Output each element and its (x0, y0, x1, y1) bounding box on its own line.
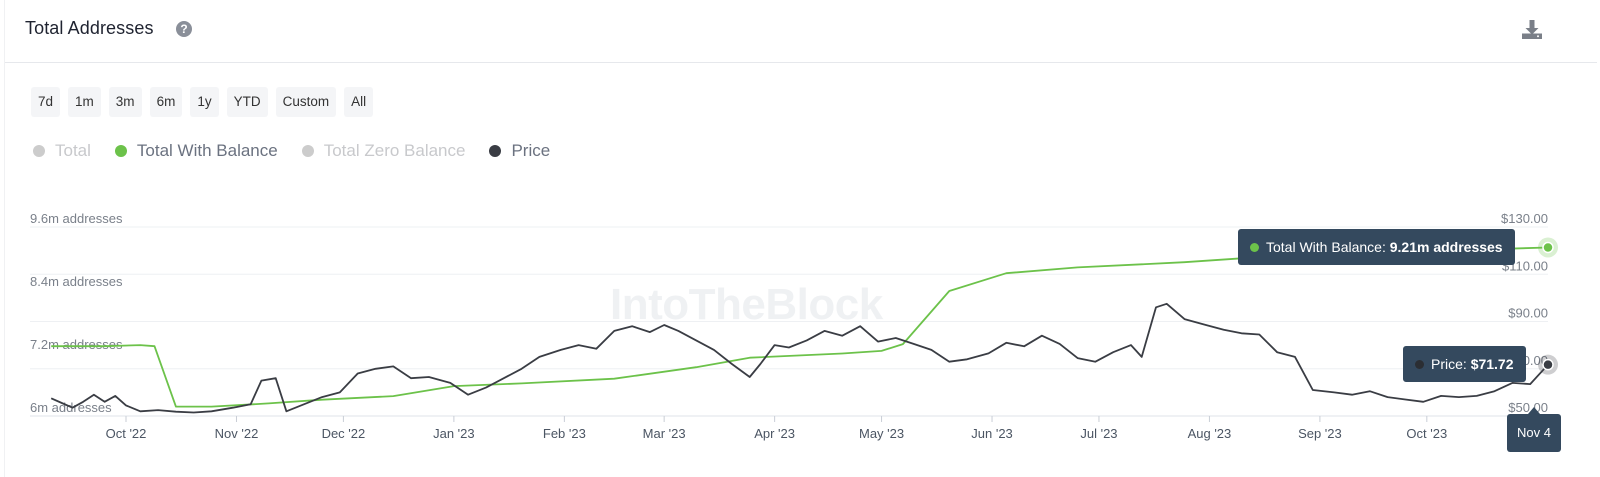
y-left-tick-label: 7.2m addresses (30, 337, 123, 352)
series-end-point (1542, 241, 1554, 254)
chart-legend: Total Total With Balance Total Zero Bala… (33, 141, 550, 161)
legend-label: Price (511, 141, 551, 160)
legend-item-total-zero-balance[interactable]: Total Zero Balance (301, 141, 466, 161)
x-tick-label: Jan '23 (433, 426, 475, 441)
legend-label: Total Zero Balance (323, 141, 466, 160)
legend-item-price[interactable]: Price (489, 141, 550, 161)
price-tooltip: Price: $71.72 (1403, 346, 1526, 382)
balance-tooltip: Total With Balance: 9.21m addresses (1238, 229, 1515, 265)
tooltip-dot (1415, 360, 1424, 369)
tooltip-dot (1250, 243, 1259, 252)
x-tick-label: Oct '23 (1406, 426, 1447, 441)
y-right-tick-label: $130.00 (1501, 211, 1548, 226)
tooltip-value: 9.21m addresses (1389, 239, 1503, 255)
legend-item-total[interactable]: Total (33, 141, 91, 161)
series-line-total-with-balance (51, 246, 1549, 408)
range-ytd-button[interactable]: YTD (226, 87, 268, 117)
series-line-price (50, 302, 1549, 414)
legend-dot (33, 145, 45, 157)
x-tick-label: Sep '23 (1298, 426, 1342, 441)
legend-dot (301, 145, 314, 157)
legend-item-total-with-balance[interactable]: Total With Balance (114, 141, 278, 161)
legend-label: Total (55, 141, 91, 160)
range-all-button[interactable]: All (344, 87, 374, 117)
x-tick-label: Feb '23 (543, 426, 586, 441)
tooltip-value: $71.72 (1470, 356, 1514, 372)
range-7d-button[interactable]: 7d (31, 87, 61, 117)
legend-dot (114, 145, 127, 157)
range-1y-button[interactable]: 1y (190, 87, 219, 117)
range-custom-button[interactable]: Custom (275, 87, 337, 117)
legend-dot (489, 145, 502, 157)
y-left-tick-label: 8.4m addresses (30, 274, 123, 289)
x-tick-label: Nov '22 (215, 426, 259, 441)
crosshair-date-label: Nov 4 (1507, 407, 1561, 452)
range-6m-button[interactable]: 6m (149, 87, 183, 117)
tooltip-label: Price: (1431, 356, 1471, 372)
legend-label: Total With Balance (136, 141, 278, 160)
x-tick-label: Jun '23 (971, 426, 1013, 441)
x-tick-label: Aug '23 (1188, 426, 1232, 441)
series-end-point (1542, 358, 1554, 371)
x-tick-label: Jul '23 (1080, 426, 1117, 441)
x-tick-label: Apr '23 (754, 426, 795, 441)
help-icon[interactable]: ? (176, 21, 192, 37)
watermark-logo: IntoTheBlock (610, 280, 883, 329)
x-tick-label: Dec '22 (322, 426, 366, 441)
y-right-tick-label: $90.00 (1508, 306, 1548, 321)
chart-header: Total Addresses ? (5, 0, 1597, 63)
tooltip-label: Total With Balance: (1266, 239, 1390, 255)
download-icon[interactable] (1520, 18, 1544, 42)
chart-title: Total Addresses (25, 18, 154, 38)
x-tick-label: May '23 (859, 426, 904, 441)
range-1m-button[interactable]: 1m (68, 87, 101, 117)
y-left-tick-label: 9.6m addresses (30, 211, 123, 226)
range-3m-button[interactable]: 3m (108, 87, 142, 117)
x-tick-label: Mar '23 (643, 426, 686, 441)
time-range-selector: 7d 1m 3m 6m 1y YTD Custom All (31, 87, 374, 117)
x-tick-label: Oct '22 (106, 426, 147, 441)
